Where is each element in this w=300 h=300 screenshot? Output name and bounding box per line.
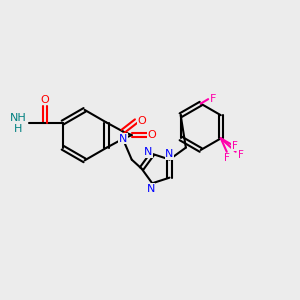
Text: NH: NH: [10, 113, 26, 123]
Text: N: N: [147, 184, 155, 194]
Text: H: H: [14, 124, 22, 134]
Text: O: O: [40, 94, 49, 105]
Text: O: O: [148, 130, 156, 140]
Text: O: O: [137, 116, 146, 126]
Text: N: N: [165, 149, 174, 159]
Text: F: F: [210, 94, 217, 104]
Text: F: F: [232, 141, 238, 151]
Text: N: N: [144, 147, 152, 158]
Text: F: F: [224, 153, 230, 163]
Text: F: F: [238, 150, 244, 160]
Text: N: N: [119, 134, 127, 144]
